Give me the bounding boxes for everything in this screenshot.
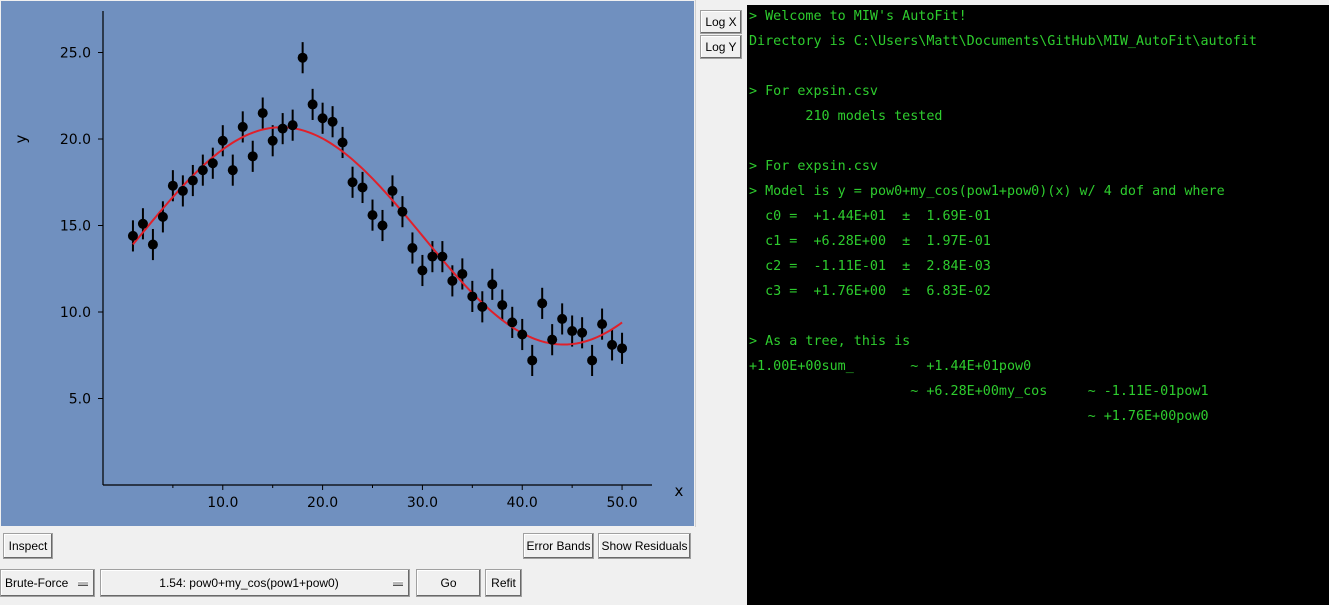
data-point: [257, 108, 268, 119]
dropdown-indicator-icon: [393, 580, 403, 586]
show-residuals-button[interactable]: Show Residuals: [598, 533, 691, 559]
y-tick-label: 25.0: [60, 46, 91, 62]
data-point: [597, 319, 608, 330]
go-button[interactable]: Go: [416, 569, 481, 597]
data-point: [377, 220, 388, 231]
data-point: [197, 165, 208, 176]
plot-panel: 10.0 20.0 30.0 40.0 50.0 5.0 10.0 15.0 20.0 25.0 …: [0, 0, 695, 527]
model-dropdown[interactable]: 1.54: pow0+my_cos(pow1+pow0): [100, 569, 410, 597]
fit-curve: [132, 126, 623, 346]
data-point: [347, 177, 358, 188]
plot-axes: 10.0 20.0 30.0 40.0 50.0 5.0 10.0 15.0 20.0 25.0: [60, 11, 652, 511]
console-line: > For expsin.csv: [749, 84, 878, 99]
data-point: [307, 99, 318, 110]
data-point: [327, 116, 338, 127]
error-bands-button[interactable]: Error Bands: [523, 533, 594, 559]
console-line: Directory is C:\Users\Matt\Documents\Git…: [749, 34, 1257, 49]
data-point: [507, 317, 518, 328]
data-point: [437, 251, 448, 262]
data-point: [297, 52, 308, 63]
console-line: +1.00E+00sum_ ~ +1.44E+01pow0: [749, 359, 1032, 374]
data-point: [617, 343, 628, 354]
console-line: ~ +1.76E+00pow0: [749, 409, 1209, 424]
plot-canvas: 10.0 20.0 30.0 40.0 50.05.010.015.020.025.0 …: [1, 1, 694, 526]
console-line: > For expsin.csv: [749, 159, 878, 174]
data-point: [487, 279, 498, 290]
data-point: [187, 175, 198, 186]
console-line: c0 = +1.44E+01 ± 1.69E-01: [749, 209, 991, 224]
console-line: c2 = -1.11E-01 ± 2.84E-03: [749, 259, 991, 274]
data-point: [547, 334, 558, 345]
data-point: [207, 158, 218, 169]
data-point: [447, 275, 458, 286]
data-point: [417, 265, 428, 276]
x-axis-label: x: [675, 482, 684, 500]
inspect-button[interactable]: Inspect: [3, 533, 53, 559]
data-point: [477, 301, 488, 312]
console-line: ~ +6.28E+00my_cos ~ -1.11E-01pow1: [749, 384, 1209, 399]
data-point: [287, 120, 298, 131]
x-tick-label: 50.0: [606, 495, 637, 511]
y-tick-label: 20.0: [60, 132, 91, 148]
data-point: [567, 326, 578, 337]
log-x-button[interactable]: Log X: [700, 10, 742, 34]
x-tick-label: 40.0: [507, 495, 538, 511]
data-point: [467, 291, 478, 302]
data-point: [267, 135, 278, 146]
y-axis-label: y: [12, 134, 30, 143]
data-point: [577, 327, 588, 338]
console-line: c3 = +1.76E+00 ± 6.83E-02: [749, 284, 991, 299]
x-tick-label: 10.0: [207, 495, 238, 511]
plot-background: [1, 1, 694, 526]
console-line: > As a tree, this is: [749, 334, 911, 349]
data-point: [587, 355, 598, 366]
x-tick-label: 30.0: [407, 495, 438, 511]
dropdown-indicator-icon: [78, 580, 88, 586]
log-y-button[interactable]: Log Y: [700, 35, 742, 59]
console-line: 210 models tested: [749, 109, 943, 124]
data-point: [457, 268, 468, 279]
data-point: [427, 251, 438, 262]
model-dropdown-label: 1.54: pow0+my_cos(pow1+pow0): [159, 576, 339, 590]
data-point: [177, 185, 188, 196]
refit-button[interactable]: Refit: [485, 569, 522, 597]
data-point: [517, 329, 528, 340]
y-tick-label: 10.0: [60, 305, 91, 321]
data-point: [317, 113, 328, 124]
console-output[interactable]: > Welcome to MIW's AutoFit! Directory is …: [747, 5, 1329, 605]
data-point: [497, 300, 508, 311]
data-point: [607, 339, 618, 350]
data-point: [217, 135, 228, 146]
data-point: [167, 180, 178, 191]
data-point: [227, 165, 238, 176]
data-point: [407, 243, 418, 253]
data-point: [357, 182, 368, 193]
data-point: [557, 313, 568, 324]
y-tick-label: 5.0: [69, 392, 91, 408]
data-point: [127, 230, 138, 241]
data-point: [277, 123, 288, 134]
y-tick-label: 15.0: [60, 219, 91, 235]
console-line: > Model is y = pow0+my_cos(pow1+pow0)(x)…: [749, 184, 1225, 199]
console-line: > Welcome to MIW's AutoFit!: [749, 9, 967, 24]
data-point: [537, 298, 548, 309]
fit-method-label: Brute-Force: [5, 576, 69, 590]
data-point: [397, 206, 408, 217]
data-point: [247, 151, 258, 162]
data-point: [367, 210, 378, 221]
data-point: [337, 137, 348, 148]
data-point: [137, 218, 148, 229]
x-tick-label: 20.0: [307, 495, 338, 511]
console-line: c1 = +6.28E+00 ± 1.97E-01: [749, 234, 991, 249]
data-point: [387, 185, 398, 196]
data-point: [527, 355, 538, 366]
data-point: [147, 239, 158, 250]
data-point: [237, 121, 248, 132]
divider: [695, 0, 696, 527]
fit-method-dropdown[interactable]: Brute-Force: [0, 569, 95, 597]
data-points: [127, 52, 628, 366]
data-point: [157, 211, 168, 222]
